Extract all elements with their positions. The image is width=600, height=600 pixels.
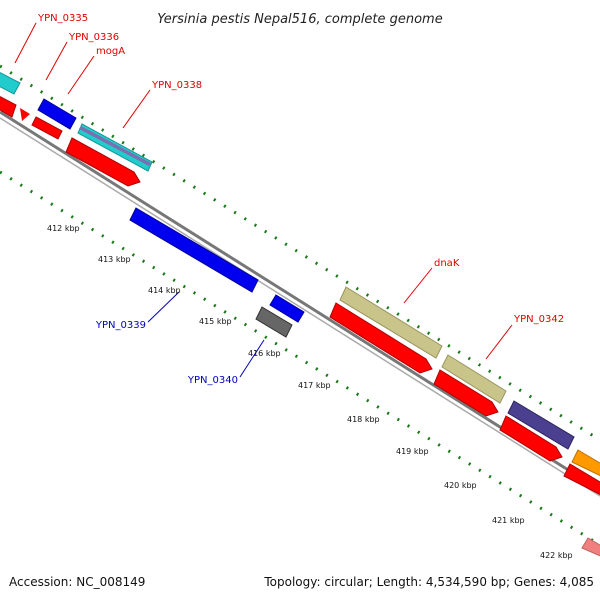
feature-moga-cds (65, 137, 141, 187)
feature-ypn-0335-cds (0, 96, 17, 118)
feature-ypn-0342 (441, 354, 507, 404)
feature-ypn-0336-cds (31, 116, 63, 140)
feature-orange-cds (563, 463, 600, 496)
outer-tick-ring (0, 64, 600, 442)
feature-dnak (339, 286, 443, 359)
tick-label-414: 414 kbp (148, 286, 181, 295)
leader-ypn-0342 (485, 324, 513, 360)
leader-ypn-0340 (239, 339, 265, 378)
feature-ypn-0342-cds (433, 369, 499, 417)
leader-dnak (403, 267, 433, 304)
feature-moga-stripe (79, 126, 151, 166)
leader-ypn-0338 (122, 89, 151, 129)
tick-label-417: 417 kbp (298, 381, 331, 390)
feature-indigo-cds (499, 415, 563, 462)
feature-ypn-0339 (129, 207, 259, 293)
genome-summary-text: Topology: circular; Length: 4,534,590 bp… (263, 575, 594, 589)
backbone-line-2 (0, 117, 600, 497)
tick-label-422: 422 kbp (540, 551, 573, 560)
accession-text: Accession: NC_008149 (9, 575, 145, 589)
feature-orange (571, 449, 600, 477)
gene-label-moga: mogA (96, 46, 125, 57)
label-leaders (14, 22, 513, 378)
gene-label-ypn-0338: YPN_0338 (151, 80, 202, 91)
forward-strand-features (0, 72, 600, 557)
feature-ypn-0336 (37, 98, 77, 130)
reverse-strand-features (129, 207, 305, 338)
leader-moga (67, 55, 95, 95)
tick-label-419: 419 kbp (396, 447, 429, 456)
leader-ypn-0336 (45, 41, 68, 81)
gene-label-ypn-0339: YPN_0339 (95, 320, 146, 331)
leader-ypn-0335 (14, 22, 37, 64)
gene-label-ypn-0342: YPN_0342 (513, 314, 564, 325)
feature-pink (581, 537, 600, 557)
tick-rings (0, 64, 600, 547)
tick-label-413: 413 kbp (98, 255, 131, 264)
tick-label-412: 412 kbp (47, 224, 80, 233)
tick-label-418: 418 kbp (347, 415, 380, 424)
feature-dnak-cds (329, 302, 433, 374)
feature-ypn-0340 (269, 294, 305, 323)
tick-label-421: 421 kbp (492, 516, 525, 525)
backbone-line-1 (0, 110, 600, 492)
feature-gray (255, 306, 293, 338)
map-title: Yersinia pestis Nepal516, complete genom… (157, 12, 442, 27)
feature-ypn-0335-cyan (0, 72, 21, 95)
gene-label-dnak: dnaK (434, 258, 460, 269)
feature-small-arrow (20, 108, 30, 121)
tick-label-415: 415 kbp (199, 317, 232, 326)
gene-labels: YPN_0335 YPN_0336 mogA YPN_0338 dnaK YPN… (37, 13, 564, 386)
gene-label-ypn-0335: YPN_0335 (37, 13, 88, 24)
gene-label-ypn-0340: YPN_0340 (187, 375, 238, 386)
leader-ypn-0339 (147, 291, 180, 323)
tick-labels: 412 kbp 413 kbp 414 kbp 415 kbp 416 kbp … (47, 224, 573, 560)
backbone (0, 110, 600, 497)
inner-tick-ring (0, 170, 600, 547)
gene-label-ypn-0336: YPN_0336 (68, 32, 119, 43)
tick-label-420: 420 kbp (444, 481, 477, 490)
feature-indigo (507, 400, 575, 450)
tick-label-416: 416 kbp (248, 349, 281, 358)
